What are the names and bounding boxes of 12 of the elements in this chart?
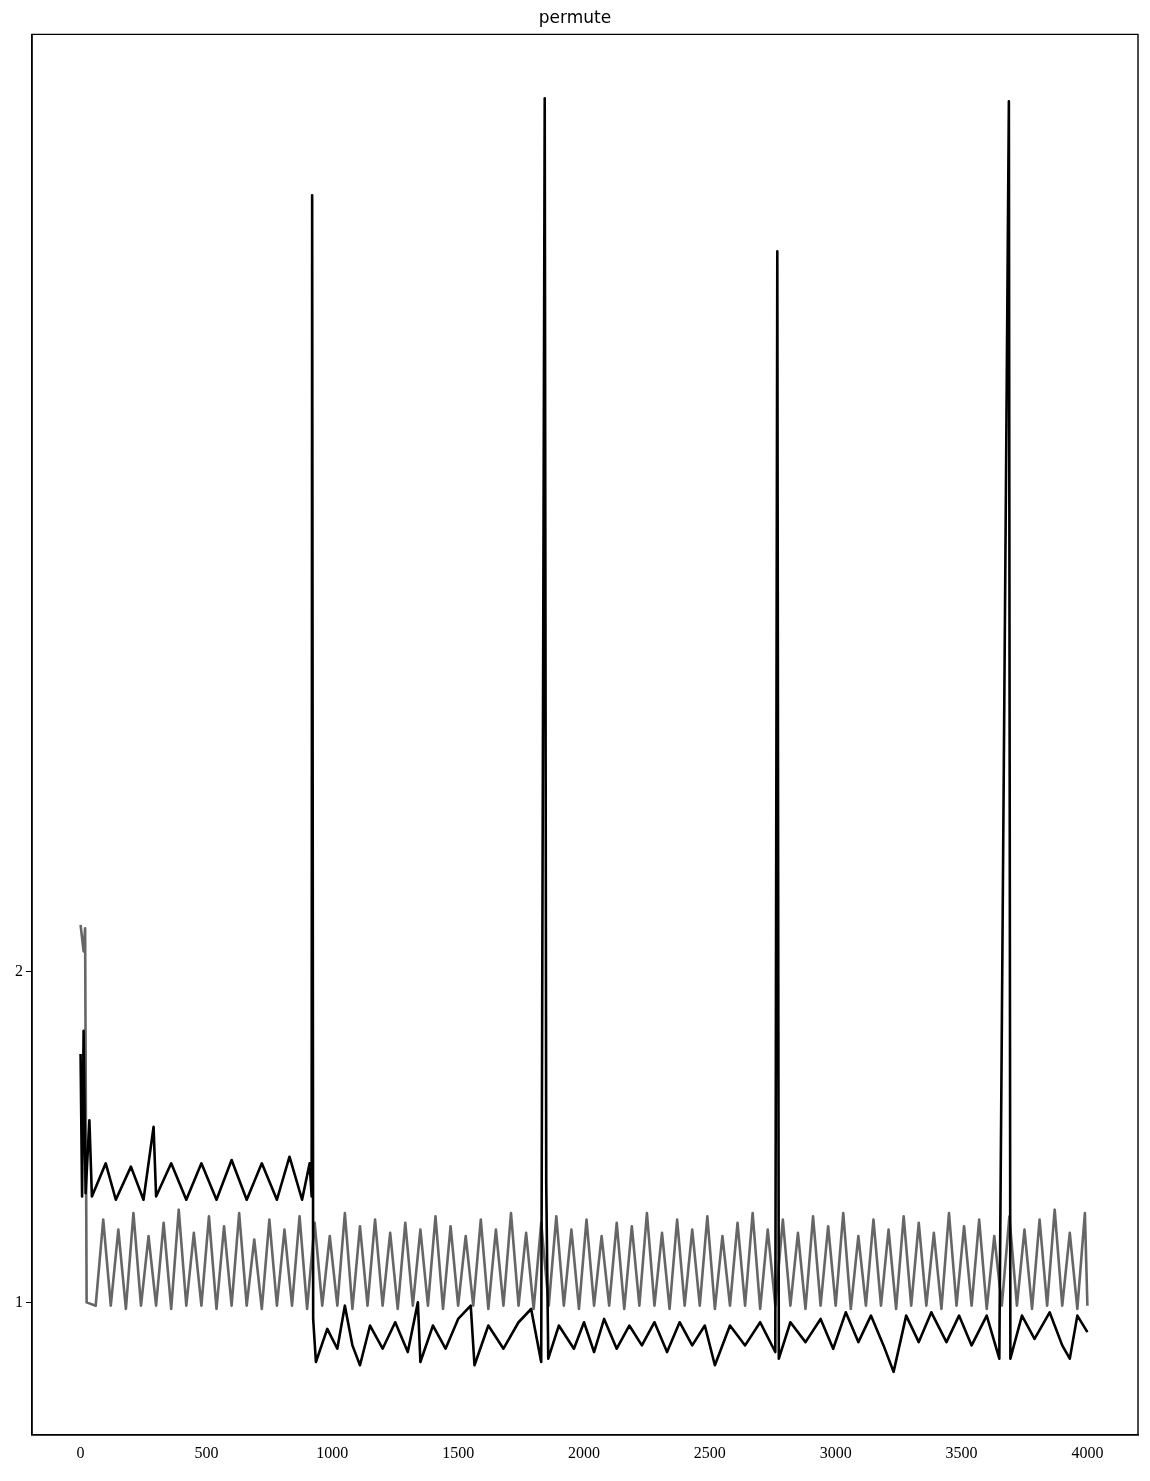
x-tick-label: 0 <box>76 1443 85 1461</box>
y-tick-label: 1 <box>15 1292 23 1310</box>
x-tick-label: 2500 <box>693 1443 726 1461</box>
x-tick-label: 3500 <box>945 1443 978 1461</box>
chart-title: permute <box>538 6 612 27</box>
x-tick-label: 3000 <box>819 1443 852 1461</box>
x-tick-label: 1500 <box>442 1443 475 1461</box>
x-tick-label: 500 <box>194 1443 219 1461</box>
x-tick-label: 2000 <box>567 1443 600 1461</box>
x-tick-label: 1000 <box>316 1443 349 1461</box>
y-tick-label: 2 <box>15 961 23 979</box>
x-tick-label: 4000 <box>1071 1443 1104 1461</box>
